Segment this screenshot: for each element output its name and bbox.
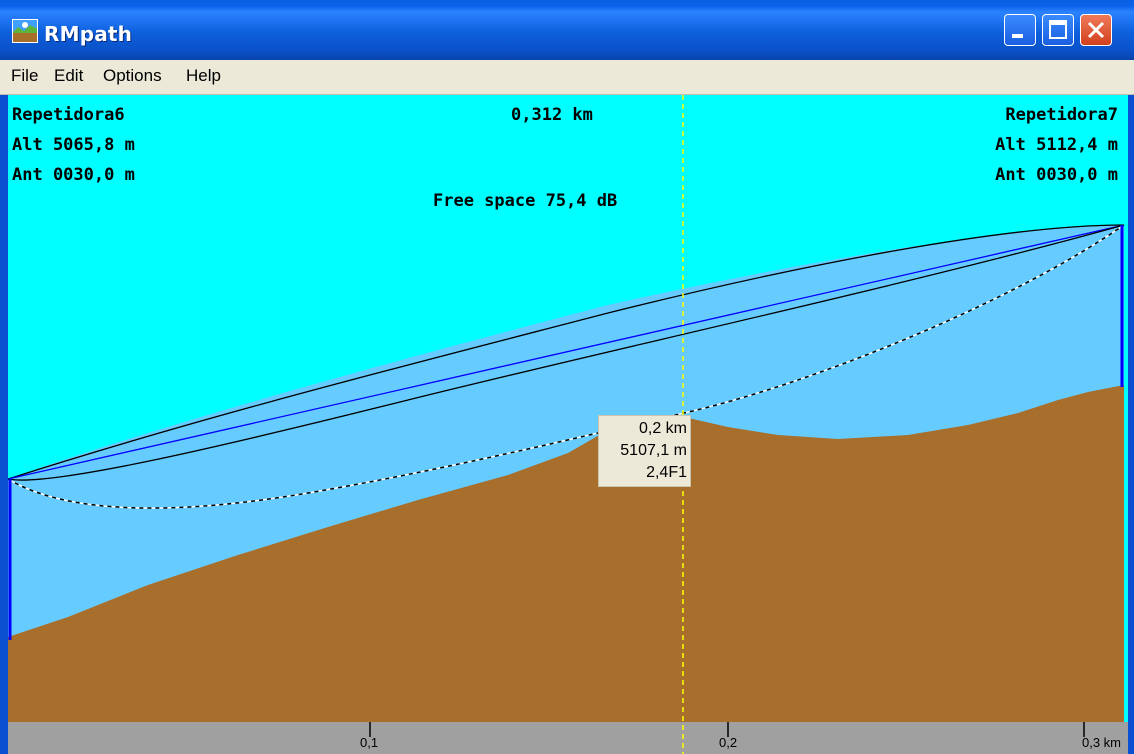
window-frame-left bbox=[0, 95, 8, 754]
terrain-profile bbox=[8, 385, 1124, 722]
right-site-antenna: Ant 0030,0 m bbox=[995, 165, 1118, 185]
cursor-fresnel: 2,4F1 bbox=[646, 464, 687, 481]
title-bar[interactable]: RMpath bbox=[0, 0, 1134, 60]
distance-axis-bar bbox=[8, 722, 1128, 754]
window-frame-right bbox=[1128, 95, 1134, 754]
left-site-name: Repetidora6 bbox=[12, 105, 125, 125]
cursor-distance: 0,2 km bbox=[638, 420, 687, 437]
link-distance: 0,312 km bbox=[511, 105, 593, 125]
cursor-elevation: 5107,1 m bbox=[620, 442, 687, 459]
free-space-loss: Free space 75,4 dB bbox=[433, 191, 618, 211]
fresnel-lower-edge bbox=[8, 224, 1125, 481]
rmpath-app-icon bbox=[12, 19, 38, 43]
close-button[interactable] bbox=[1080, 14, 1112, 46]
minimize-button[interactable] bbox=[1004, 14, 1036, 46]
fresnel-dashed-curve-black bbox=[8, 224, 1125, 509]
axis-label-0-2: 0,2 bbox=[719, 735, 738, 750]
cursor-tooltip: 0,2 km 5107,1 m 2,4F1 bbox=[598, 415, 691, 487]
close-icon bbox=[1087, 21, 1105, 39]
left-site-antenna: Ant 0030,0 m bbox=[12, 165, 135, 185]
menu-options[interactable]: Options bbox=[103, 66, 162, 85]
window-title: RMpath bbox=[44, 22, 133, 46]
line-of-sight bbox=[8, 224, 1125, 480]
axis-label-0-1: 0,1 bbox=[360, 735, 379, 750]
right-site-name: Repetidora7 bbox=[1005, 105, 1118, 125]
maximize-icon bbox=[1049, 20, 1067, 39]
menu-help[interactable]: Help bbox=[186, 66, 221, 85]
menu-file[interactable]: File bbox=[11, 66, 39, 85]
profile-canvas bbox=[8, 95, 1128, 754]
axis-label-0-3: 0,3 km bbox=[1082, 735, 1122, 750]
fresnel-upper-edge bbox=[8, 224, 1125, 480]
right-site-altitude: Alt 5112,4 m bbox=[995, 135, 1118, 155]
menu-bar: File Edit Options Help bbox=[0, 60, 1134, 95]
left-site-altitude: Alt 5065,8 m bbox=[12, 135, 135, 155]
minimize-icon bbox=[1012, 34, 1023, 38]
maximize-button[interactable] bbox=[1042, 14, 1074, 46]
menu-edit[interactable]: Edit bbox=[54, 66, 84, 85]
path-profile-plot[interactable]: Repetidora6 Alt 5065,8 m Ant 0030,0 m Re… bbox=[8, 95, 1128, 754]
